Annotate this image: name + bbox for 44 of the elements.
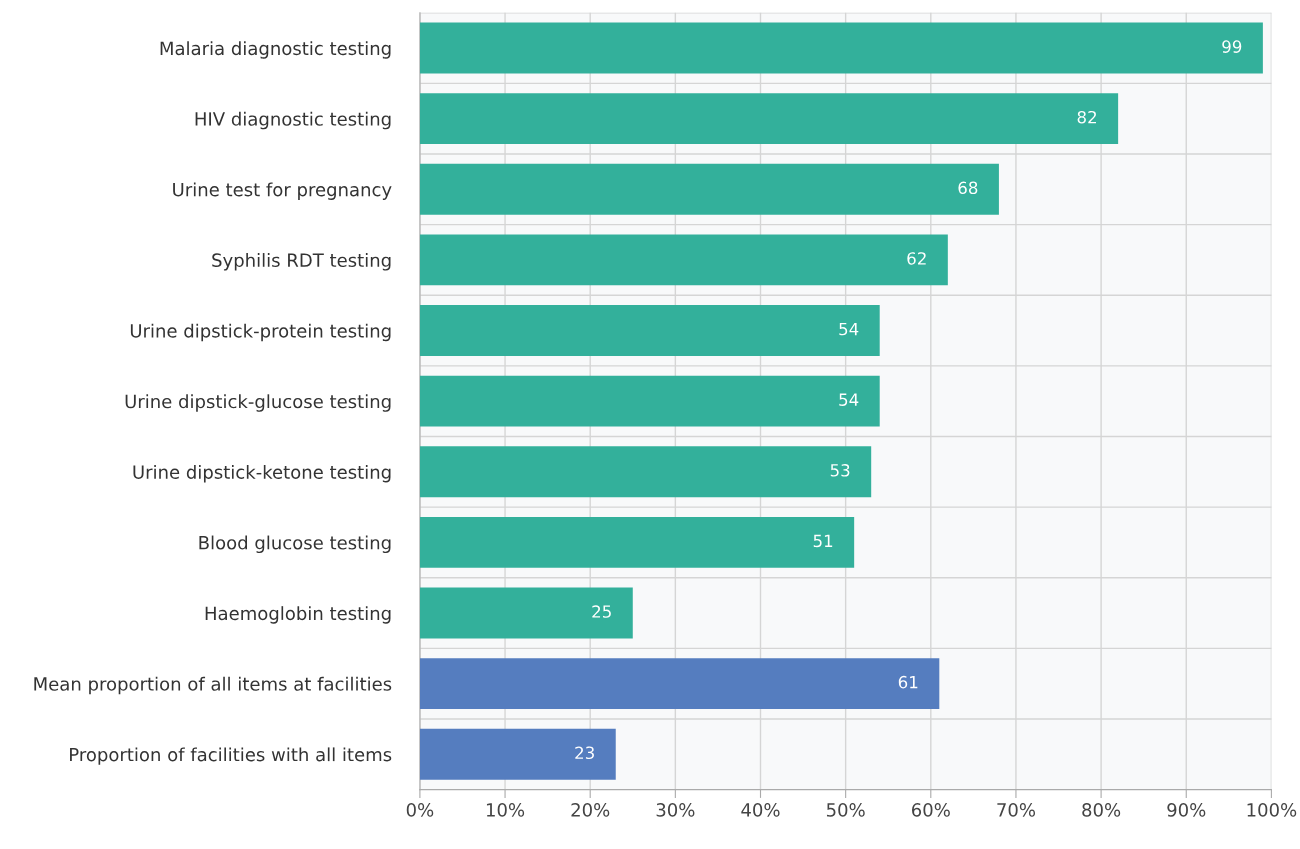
data-label: 23	[575, 746, 594, 760]
data-label: 99	[1222, 40, 1242, 53]
bar	[419, 22, 1263, 74]
y-tick-label: Syphilis RDT testing	[212, 253, 391, 271]
bar	[419, 93, 1119, 145]
bar	[419, 516, 855, 568]
data-label: 51	[813, 534, 833, 548]
data-label: 68	[958, 181, 978, 195]
y-tick-label: Malaria diagnostic testing	[160, 41, 391, 59]
x-tick-label: 90%	[1167, 803, 1206, 817]
bar	[419, 728, 616, 780]
bar	[419, 658, 940, 710]
y-tick-label: Blood glucose testing	[199, 535, 391, 554]
y-tick-label: Urine test for pregnancy	[173, 182, 392, 200]
x-tick-label: 50%	[826, 803, 865, 817]
data-label: 54	[839, 393, 859, 406]
y-tick-label: Urine dipstick-glucose testing	[125, 394, 391, 412]
data-label: 62	[907, 252, 926, 265]
y-tick-label: Haemoglobin testing	[205, 606, 391, 624]
x-tick-label: 70%	[997, 803, 1036, 817]
data-label: 25	[592, 605, 611, 618]
bar	[419, 305, 880, 356]
bar	[419, 587, 633, 639]
data-label: 61	[898, 675, 918, 689]
x-tick-label: 100%	[1247, 803, 1297, 817]
data-label: 82	[1077, 110, 1096, 124]
bar	[419, 375, 880, 427]
x-tick-label: 40%	[741, 803, 780, 817]
bar	[419, 163, 999, 215]
y-tick-label: HIV diagnostic testing	[195, 111, 391, 130]
x-tick-label: 10%	[486, 803, 525, 817]
x-tick-label: 20%	[571, 803, 610, 817]
x-tick-label: 0%	[406, 803, 434, 817]
y-tick-label: Urine dipstick-ketone testing	[133, 464, 391, 483]
data-label: 53	[830, 464, 850, 477]
bar	[419, 234, 948, 286]
y-tick-label: Urine dipstick-protein testing	[130, 323, 391, 342]
x-tick-label: 60%	[912, 803, 950, 817]
x-tick-label: 30%	[656, 803, 695, 817]
y-tick-label: Mean proportion of all items at facilities	[34, 676, 392, 695]
data-label: 54	[839, 322, 859, 336]
y-tick-label: Proportion of facilities with all items	[70, 747, 392, 765]
bar	[419, 446, 872, 498]
x-tick-label: 80%	[1082, 803, 1121, 817]
